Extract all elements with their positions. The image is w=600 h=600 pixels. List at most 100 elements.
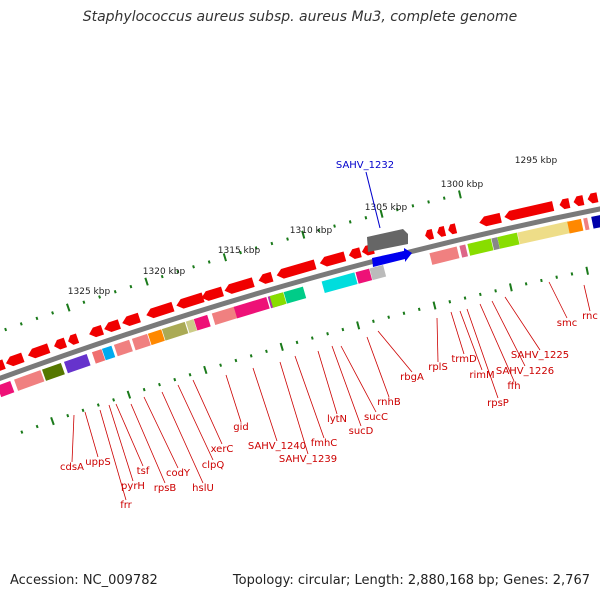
scale-major-tick bbox=[432, 301, 437, 310]
scale-minor-tick bbox=[448, 300, 452, 304]
scale-minor-tick bbox=[173, 377, 177, 382]
gene-leader bbox=[84, 411, 99, 458]
gene-label[interactable]: hslU bbox=[192, 483, 214, 494]
gene-leader bbox=[225, 374, 242, 423]
feature-tick bbox=[379, 209, 384, 218]
gene-block bbox=[42, 362, 65, 381]
gene-block bbox=[193, 314, 211, 331]
gene-label[interactable]: rbgA bbox=[400, 372, 424, 383]
gene-label[interactable]: SAHV_1240 bbox=[248, 441, 306, 452]
gene-label[interactable]: rpsB bbox=[154, 483, 177, 494]
gene-leader bbox=[331, 345, 362, 427]
feature-tick bbox=[113, 290, 117, 294]
feature-tick bbox=[176, 269, 180, 274]
scale-minor-tick bbox=[417, 307, 421, 312]
gene-leader bbox=[436, 317, 439, 363]
gene-label[interactable]: ffh bbox=[507, 381, 520, 392]
gene-label[interactable]: rnhB bbox=[377, 397, 401, 408]
scale-major-tick bbox=[585, 266, 590, 275]
gene-label[interactable]: cdsA bbox=[60, 462, 84, 473]
gene-block bbox=[211, 306, 239, 325]
gene-label[interactable]: SAHV_1239 bbox=[279, 454, 337, 465]
gene-leader bbox=[108, 404, 134, 482]
gene-label[interactable]: rplS bbox=[428, 362, 448, 373]
scale-label: 1295 kbp bbox=[515, 156, 558, 166]
scale-minor-tick bbox=[387, 315, 391, 319]
gene-label[interactable]: clpQ bbox=[202, 460, 225, 471]
feature-tick bbox=[239, 250, 242, 255]
scale-minor-tick bbox=[35, 424, 39, 429]
gene-leader bbox=[340, 345, 377, 413]
gene-arrow bbox=[573, 195, 585, 207]
gene-leader bbox=[279, 361, 309, 455]
highlight-gene-grey[interactable] bbox=[367, 229, 408, 252]
feature-tick bbox=[19, 322, 23, 326]
gene-label[interactable]: smc bbox=[557, 318, 577, 329]
scale-label: 1320 kbp bbox=[143, 267, 186, 277]
gene-arrow bbox=[348, 247, 362, 259]
feature-tick bbox=[411, 204, 415, 208]
gene-block bbox=[567, 218, 584, 234]
gene-arrow bbox=[319, 251, 347, 267]
gene-label[interactable]: frr bbox=[120, 500, 132, 511]
gene-label[interactable]: SAHV_1226 bbox=[496, 366, 554, 377]
gene-label[interactable]: gid bbox=[233, 422, 248, 433]
feature-tick bbox=[129, 284, 133, 289]
gene-block bbox=[491, 237, 500, 251]
gene-block bbox=[14, 370, 45, 391]
gene-leader bbox=[192, 379, 223, 445]
gene-label[interactable]: rpsP bbox=[487, 398, 509, 409]
gene-block bbox=[583, 217, 590, 231]
scale-major-tick bbox=[356, 321, 361, 330]
gene-arrows bbox=[0, 192, 600, 398]
gene-arrow bbox=[258, 271, 274, 284]
gene-block bbox=[147, 329, 165, 346]
scale-minor-tick bbox=[234, 358, 238, 363]
gene-leader bbox=[130, 403, 166, 484]
map-title: Staphylococcus aureus subsp. aureus Mu3,… bbox=[82, 9, 518, 25]
scale-minor-tick bbox=[249, 354, 253, 358]
feature-ticks bbox=[4, 190, 462, 332]
gene-block bbox=[131, 333, 151, 351]
feature-tick bbox=[82, 300, 86, 304]
feature-tick bbox=[51, 311, 55, 315]
gene-label-leaders bbox=[71, 281, 591, 501]
gene-block bbox=[459, 244, 469, 258]
gene-label[interactable]: rnc bbox=[582, 311, 598, 322]
gene-label[interactable]: pyrH bbox=[121, 481, 145, 492]
gene-label[interactable]: rimM bbox=[469, 370, 494, 381]
gene-label[interactable]: lytN bbox=[327, 414, 347, 425]
scale-minor-tick bbox=[341, 327, 345, 332]
gene-block bbox=[467, 238, 494, 256]
gene-label[interactable]: fmhC bbox=[311, 438, 338, 449]
gene-label[interactable]: codY bbox=[166, 468, 191, 479]
feature-tick bbox=[66, 303, 71, 312]
gene-label[interactable]: tsf bbox=[137, 466, 150, 477]
highlight-gene-arrow[interactable] bbox=[372, 248, 412, 267]
scale-minor-tick bbox=[158, 382, 161, 387]
gene-leader bbox=[317, 350, 338, 415]
gene-leader bbox=[504, 296, 541, 351]
scale-label: 1325 kbp bbox=[68, 287, 111, 297]
gene-label[interactable]: SAHV_1225 bbox=[511, 350, 569, 361]
gene-leader bbox=[115, 403, 144, 467]
scale-minor-tick bbox=[479, 292, 482, 297]
gene-label[interactable]: trmD bbox=[451, 354, 477, 365]
highlight-gene-label: SAHV_1232 bbox=[336, 160, 394, 171]
gene-label[interactable]: sucD bbox=[349, 426, 374, 437]
gene-block bbox=[185, 319, 198, 334]
scale-minor-tick bbox=[295, 340, 299, 345]
highlighted-gene[interactable]: SAHV_1232 bbox=[336, 160, 412, 267]
scale-major-tick bbox=[126, 390, 132, 399]
gene-label[interactable]: uppS bbox=[85, 457, 110, 468]
gene-label[interactable]: xerC bbox=[211, 444, 234, 455]
gene-label[interactable]: sucC bbox=[364, 412, 388, 423]
scale-major-tick bbox=[279, 342, 284, 351]
gene-leader bbox=[99, 409, 127, 501]
scale-minor-tick bbox=[96, 403, 100, 407]
scale-label: 1310 kbp bbox=[290, 226, 333, 236]
gene-leader bbox=[479, 303, 515, 382]
gene-leader bbox=[177, 384, 214, 461]
